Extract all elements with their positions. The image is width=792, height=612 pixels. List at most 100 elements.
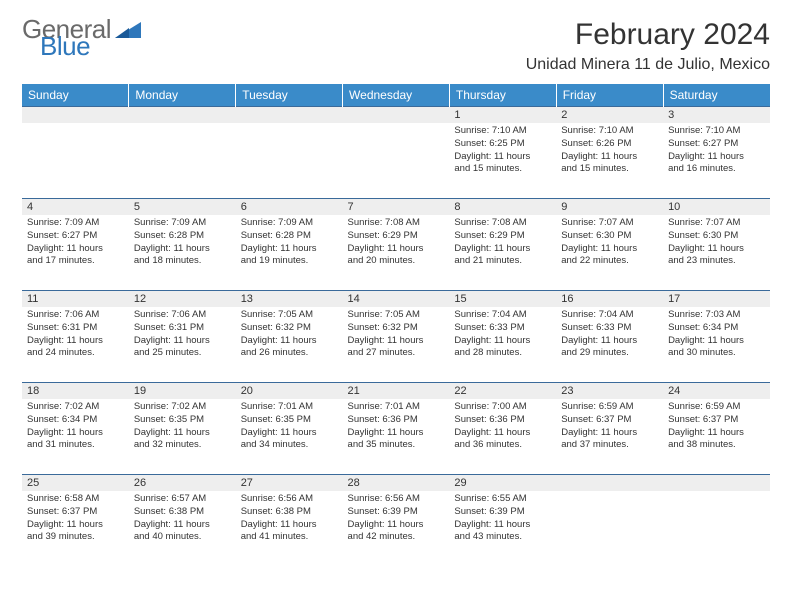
day-details: Sunrise: 7:02 AMSunset: 6:34 PMDaylight:… — [22, 399, 129, 456]
sunset: Sunset: 6:36 PM — [454, 414, 551, 427]
day-cell: 11Sunrise: 7:06 AMSunset: 6:31 PMDayligh… — [22, 291, 129, 383]
daylight-line1: Daylight: 11 hours — [668, 335, 765, 348]
empty-cell — [663, 475, 770, 567]
daylight-line1: Daylight: 11 hours — [561, 335, 658, 348]
daylight-line1: Daylight: 11 hours — [454, 151, 551, 164]
day-details: Sunrise: 7:10 AMSunset: 6:25 PMDaylight:… — [449, 123, 556, 180]
day-cell: 18Sunrise: 7:02 AMSunset: 6:34 PMDayligh… — [22, 383, 129, 475]
day-number: 19 — [129, 383, 236, 399]
sunrise: Sunrise: 7:09 AM — [134, 217, 231, 230]
day-number: 5 — [129, 199, 236, 215]
logo-text: General Blue — [22, 18, 141, 57]
day-number: 7 — [343, 199, 450, 215]
sunset: Sunset: 6:33 PM — [454, 322, 551, 335]
day-cell: 3Sunrise: 7:10 AMSunset: 6:27 PMDaylight… — [663, 107, 770, 199]
day-cell: 29Sunrise: 6:55 AMSunset: 6:39 PMDayligh… — [449, 475, 556, 567]
sunset: Sunset: 6:25 PM — [454, 138, 551, 151]
day-cell: 13Sunrise: 7:05 AMSunset: 6:32 PMDayligh… — [236, 291, 343, 383]
sunset: Sunset: 6:29 PM — [454, 230, 551, 243]
day-number: 21 — [343, 383, 450, 399]
day-cell: 14 Sunrise: 7:05 AMSunset: 6:32 PMDayligh… — [343, 291, 450, 383]
day-cell: 28Sunrise: 6:56 AMSunset: 6:39 PMDayligh… — [343, 475, 450, 567]
daylight-line1: Daylight: 11 hours — [134, 243, 231, 256]
daylight-line1: Daylight: 11 hours — [348, 427, 445, 440]
sunset: Sunset: 6:36 PM — [348, 414, 445, 427]
empty-daynum — [22, 107, 129, 123]
sunrise: Sunrise: 7:07 AM — [668, 217, 765, 230]
day-number: 14 — [343, 291, 450, 307]
day-cell: 4Sunrise: 7:09 AMSunset: 6:27 PMDaylight… — [22, 199, 129, 291]
daylight-line2: and 16 minutes. — [668, 163, 765, 176]
sunrise: Sunrise: 7:09 AM — [241, 217, 338, 230]
day-header: Sunday — [22, 84, 129, 107]
daylight-line2: and 17 minutes. — [27, 255, 124, 268]
sunrise: Sunrise: 6:58 AM — [27, 493, 124, 506]
empty-cell — [343, 107, 450, 199]
sunrise: Sunrise: 6:55 AM — [454, 493, 551, 506]
daylight-line2: and 42 minutes. — [348, 531, 445, 544]
day-cell: 17Sunrise: 7:03 AMSunset: 6:34 PMDayligh… — [663, 291, 770, 383]
sunset: Sunset: 6:37 PM — [27, 506, 124, 519]
daylight-line1: Daylight: 11 hours — [561, 151, 658, 164]
sunrise: Sunrise: 7:10 AM — [668, 125, 765, 138]
day-header: Thursday — [449, 84, 556, 107]
day-number: 4 — [22, 199, 129, 215]
week-row: 1Sunrise: 7:10 AMSunset: 6:25 PMDaylight… — [22, 107, 770, 199]
day-number: 23 — [556, 383, 663, 399]
day-details: Sunrise: 7:01 AMSunset: 6:36 PMDaylight:… — [343, 399, 450, 456]
day-cell: 27Sunrise: 6:56 AMSunset: 6:38 PMDayligh… — [236, 475, 343, 567]
day-number: 29 — [449, 475, 556, 491]
sunrise: Sunrise: 7:00 AM — [454, 401, 551, 414]
day-details: Sunrise: 6:59 AMSunset: 6:37 PMDaylight:… — [663, 399, 770, 456]
daylight-line1: Daylight: 11 hours — [241, 519, 338, 532]
empty-cell — [556, 475, 663, 567]
sunrise: Sunrise: 7:06 AM — [27, 309, 124, 322]
day-cell: 24Sunrise: 6:59 AMSunset: 6:37 PMDayligh… — [663, 383, 770, 475]
day-details: Sunrise: 7:10 AMSunset: 6:26 PMDaylight:… — [556, 123, 663, 180]
day-number: 22 — [449, 383, 556, 399]
sunrise: Sunrise: 7:05 AM — [348, 309, 445, 322]
daylight-line1: Daylight: 11 hours — [241, 427, 338, 440]
daylight-line2: and 18 minutes. — [134, 255, 231, 268]
day-cell: 2Sunrise: 7:10 AMSunset: 6:26 PMDaylight… — [556, 107, 663, 199]
day-number: 13 — [236, 291, 343, 307]
sunrise: Sunrise: 7:02 AM — [134, 401, 231, 414]
day-details: Sunrise: 7:07 AMSunset: 6:30 PMDaylight:… — [663, 215, 770, 272]
sunset: Sunset: 6:38 PM — [134, 506, 231, 519]
sunrise: Sunrise: 7:07 AM — [561, 217, 658, 230]
daylight-line1: Daylight: 11 hours — [561, 243, 658, 256]
daylight-line1: Daylight: 11 hours — [348, 335, 445, 348]
sunrise: Sunrise: 7:09 AM — [27, 217, 124, 230]
sunset: Sunset: 6:30 PM — [668, 230, 765, 243]
sunrise: Sunrise: 7:03 AM — [668, 309, 765, 322]
daylight-line2: and 23 minutes. — [668, 255, 765, 268]
day-cell: 6Sunrise: 7:09 AMSunset: 6:28 PMDaylight… — [236, 199, 343, 291]
day-details: Sunrise: 7:06 AMSunset: 6:31 PMDaylight:… — [129, 307, 236, 364]
day-cell: 23Sunrise: 6:59 AMSunset: 6:37 PMDayligh… — [556, 383, 663, 475]
sunset: Sunset: 6:34 PM — [668, 322, 765, 335]
week-row: 4Sunrise: 7:09 AMSunset: 6:27 PMDaylight… — [22, 199, 770, 291]
day-details: Sunrise: 7:03 AMSunset: 6:34 PMDaylight:… — [663, 307, 770, 364]
day-details: Sunrise: 7:01 AMSunset: 6:35 PMDaylight:… — [236, 399, 343, 456]
day-details: Sunrise: 7:09 AMSunset: 6:28 PMDaylight:… — [236, 215, 343, 272]
daylight-line1: Daylight: 11 hours — [454, 427, 551, 440]
week-row: 25Sunrise: 6:58 AMSunset: 6:37 PMDayligh… — [22, 475, 770, 567]
day-details: Sunrise: 6:56 AMSunset: 6:39 PMDaylight:… — [343, 491, 450, 548]
day-number: 3 — [663, 107, 770, 123]
day-details: Sunrise: 6:58 AMSunset: 6:37 PMDaylight:… — [22, 491, 129, 548]
day-header-row: SundayMondayTuesdayWednesdayThursdayFrid… — [22, 84, 770, 107]
day-details: Sunrise: 7:04 AMSunset: 6:33 PMDaylight:… — [449, 307, 556, 364]
day-cell: 26Sunrise: 6:57 AMSunset: 6:38 PMDayligh… — [129, 475, 236, 567]
sunset: Sunset: 6:32 PM — [348, 322, 445, 335]
day-cell: 16Sunrise: 7:04 AMSunset: 6:33 PMDayligh… — [556, 291, 663, 383]
day-details: Sunrise: 7:10 AMSunset: 6:27 PMDaylight:… — [663, 123, 770, 180]
day-number: 17 — [663, 291, 770, 307]
day-number: 18 — [22, 383, 129, 399]
sunrise: Sunrise: 7:08 AM — [454, 217, 551, 230]
day-details: Sunrise: 7:09 AMSunset: 6:28 PMDaylight:… — [129, 215, 236, 272]
daylight-line2: and 22 minutes. — [561, 255, 658, 268]
daylight-line2: and 25 minutes. — [134, 347, 231, 360]
daylight-line2: and 26 minutes. — [241, 347, 338, 360]
sunset: Sunset: 6:33 PM — [561, 322, 658, 335]
day-number: 10 — [663, 199, 770, 215]
